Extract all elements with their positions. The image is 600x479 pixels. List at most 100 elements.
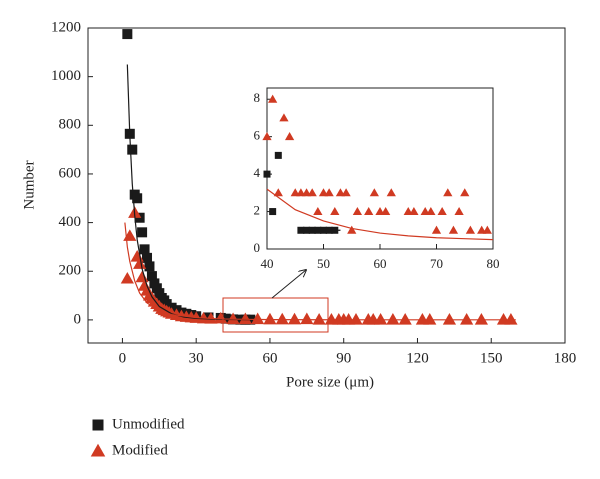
data-point [443,188,453,197]
y-tick-label: 4 [254,165,261,180]
x-tick-label: 180 [554,350,577,366]
data-point [133,257,147,269]
data-point [364,206,374,216]
data-point [226,312,240,325]
fit-line [124,222,516,321]
x-tick-label: 150 [480,350,503,366]
data-point [454,206,464,216]
data-point [352,206,363,216]
data-point [442,313,457,325]
data-point [300,312,314,325]
y-tick-label: 600 [59,165,82,181]
y-tick-label: 1200 [51,19,81,35]
data-point [460,313,474,325]
data-point [132,193,143,204]
y-tick-label: 200 [59,263,82,279]
legend-label: Unmodified [112,416,185,432]
x-tick-label: 120 [406,350,429,366]
plot-frame [87,27,566,344]
data-point [386,188,396,197]
data-point [465,225,476,234]
data-point [398,313,412,325]
data-point [307,188,317,197]
data-point [409,206,419,216]
data-point [137,227,148,238]
y-tick-label: 1000 [51,68,81,84]
x-axis-label: Pore size (μm) [286,374,374,390]
x-tick-label: 80 [487,256,500,271]
data-point [214,311,228,324]
data-point [426,206,436,216]
legend-marker [90,443,106,457]
data-point [482,225,492,234]
data-point [386,313,400,325]
inset-background [267,88,493,249]
inset-plot: 40 50 60 70 80 0 2 4 6 8 [254,87,500,271]
data-point [274,151,282,159]
x-tick-label: 90 [336,350,351,366]
zoom-region [222,297,329,333]
x-tick-label: 40 [261,256,274,271]
zoom-arrow [271,270,306,299]
data-point [279,113,289,122]
data-point [324,188,334,197]
data-point [287,312,302,325]
y-tick-label: 6 [254,128,261,143]
legend-marker [92,419,104,431]
data-point [284,132,295,141]
data-point [423,313,437,325]
y-axis-label: Number [21,160,37,209]
data-point [437,206,447,216]
legend-label: Modified [112,442,168,458]
fit-line [126,64,251,321]
data-point [122,29,133,40]
data-point [349,313,363,325]
data-point [341,188,351,197]
y-tick-label: 0 [254,240,261,255]
x-tick-label: 30 [189,350,204,366]
data-point [448,225,459,234]
data-point [312,313,326,325]
data-point [504,313,518,325]
data-point [460,188,470,197]
x-tick-label: 70 [430,256,443,271]
data-point [268,94,278,103]
data-point [144,261,155,272]
data-point [263,170,271,178]
data-point [431,225,442,234]
data-point [369,188,379,197]
y-tick-label: 8 [254,90,261,105]
fit-line [266,188,494,241]
y-tick-label: 800 [59,117,82,133]
x-tick-label: 0 [119,350,127,366]
x-tick-label: 60 [262,350,277,366]
y-tick-label: 400 [59,214,82,230]
data-point [135,270,149,283]
data-point [146,271,157,282]
data-point [238,312,252,325]
data-point [263,312,277,325]
data-point [269,208,277,216]
y-tick-label: 2 [254,203,261,218]
data-point [347,225,357,234]
data-point [373,313,388,325]
data-point [262,132,272,141]
data-point [127,144,138,155]
data-point [313,206,323,216]
data-point [275,312,289,325]
data-point [139,244,150,255]
data-point [142,252,153,263]
data-point [330,206,340,216]
data-point [381,206,391,216]
x-tick-label: 50 [317,256,330,271]
x-tick-label: 60 [374,256,387,271]
y-tick-label: 0 [74,311,82,327]
data-point [474,313,489,325]
legend: Unmodified Modified [90,416,185,458]
data-point [273,188,283,197]
data-point [251,312,265,325]
data-point [120,271,134,284]
